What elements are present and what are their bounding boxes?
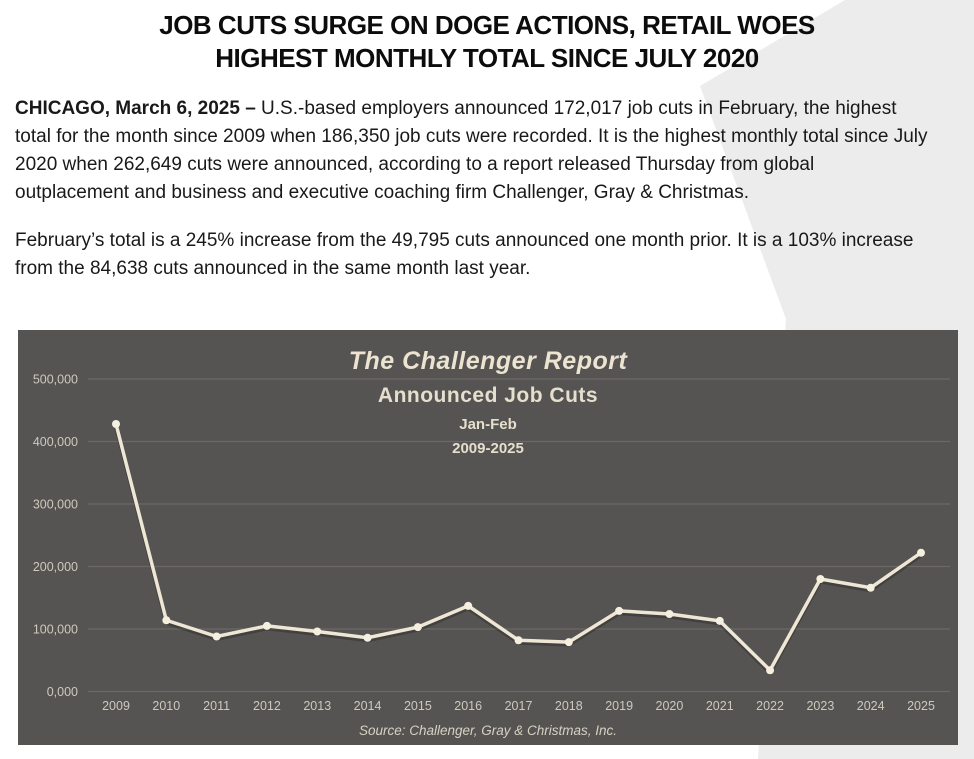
data-point-2013 [313,627,322,636]
paragraph-1: CHICAGO, March 6, 2025 – U.S.-based empl… [15,95,931,207]
y-axis-tick-label: 200,000 [33,560,78,574]
data-point-2016 [464,601,473,610]
x-axis-tick-label: 2022 [756,699,784,713]
y-axis-tick-label: 100,000 [33,623,78,637]
headline-line-2: HIGHEST MONTHLY TOTAL SINCE JULY 2020 [215,43,759,73]
chart-svg: 0,000 100,000 200,000 300,000 400,000 500,000… [18,330,958,745]
data-point-2019 [615,606,624,615]
x-axis-tick-label: 2025 [907,699,935,713]
x-axis-tick-label: 2014 [354,699,382,713]
x-axis-tick-label: 2024 [857,699,885,713]
dateline: CHICAGO, March 6, 2025 – [15,98,262,119]
data-point-2022 [766,666,775,675]
chart-period-label: Jan-Feb [459,416,517,433]
x-axis-tick-label: 2015 [404,699,432,713]
body-text: CHICAGO, March 6, 2025 – U.S.-based empl… [15,95,931,303]
chart-year-range-label: 2009-2025 [452,440,524,457]
data-point-2017 [514,636,523,645]
x-axis-tick-label: 2016 [454,699,482,713]
data-point-2011 [212,632,221,641]
x-axis-tick-label: 2010 [152,699,180,713]
job-cuts-line-chart: 0,000 100,000 200,000 300,000 400,000 500,000… [18,330,958,745]
data-point-2014 [363,633,372,642]
data-point-2020 [665,610,674,618]
plot-area [18,330,958,745]
x-axis-tick-label: 2019 [605,699,633,713]
y-axis-tick-label: 400,000 [33,435,78,449]
x-axis-tick-label: 2011 [203,699,230,713]
x-axis-tick-label: 2012 [253,699,281,713]
x-axis-tick-label: 2018 [555,699,583,713]
x-axis-tick-label: 2020 [656,699,684,713]
data-point-2021 [715,616,724,625]
x-axis-tick-label: 2013 [303,699,331,713]
data-point-2015 [413,623,422,632]
y-axis-tick-label: 500,000 [33,373,78,387]
data-point-2023 [816,575,825,583]
data-point-2024 [866,583,875,592]
x-axis-tick-label: 2021 [706,699,734,713]
headline-line-1: JOB CUTS SURGE ON DOGE ACTIONS, RETAIL W… [159,10,815,40]
x-axis-tick-label: 2023 [806,699,834,713]
paragraph-2: February’s total is a 245% increase from… [15,227,931,283]
chart-source-attribution: Source: Challenger, Gray & Christmas, In… [358,723,618,738]
data-point-2025 [917,548,925,557]
page-title: JOB CUTS SURGE ON DOGE ACTIONS, RETAIL W… [0,9,974,75]
paragraph-2-text: February’s total is a 245% increase from… [15,230,914,279]
y-axis-tick-label: 300,000 [33,498,78,512]
x-axis-tick-label: 2017 [505,699,533,713]
chart-subtitle: Announced Job Cuts [377,384,599,407]
x-axis-tick-label: 2009 [102,699,130,713]
data-point-2009 [112,420,120,428]
data-point-2012 [262,621,271,630]
data-point-2018 [564,638,573,647]
paragraph-1-text: U.S.-based employers announced 172,017 j… [15,98,928,203]
y-axis-tick-label: 0,000 [47,685,78,699]
chart-title: The Challenger Report [348,347,628,375]
data-point-2010 [162,616,171,625]
